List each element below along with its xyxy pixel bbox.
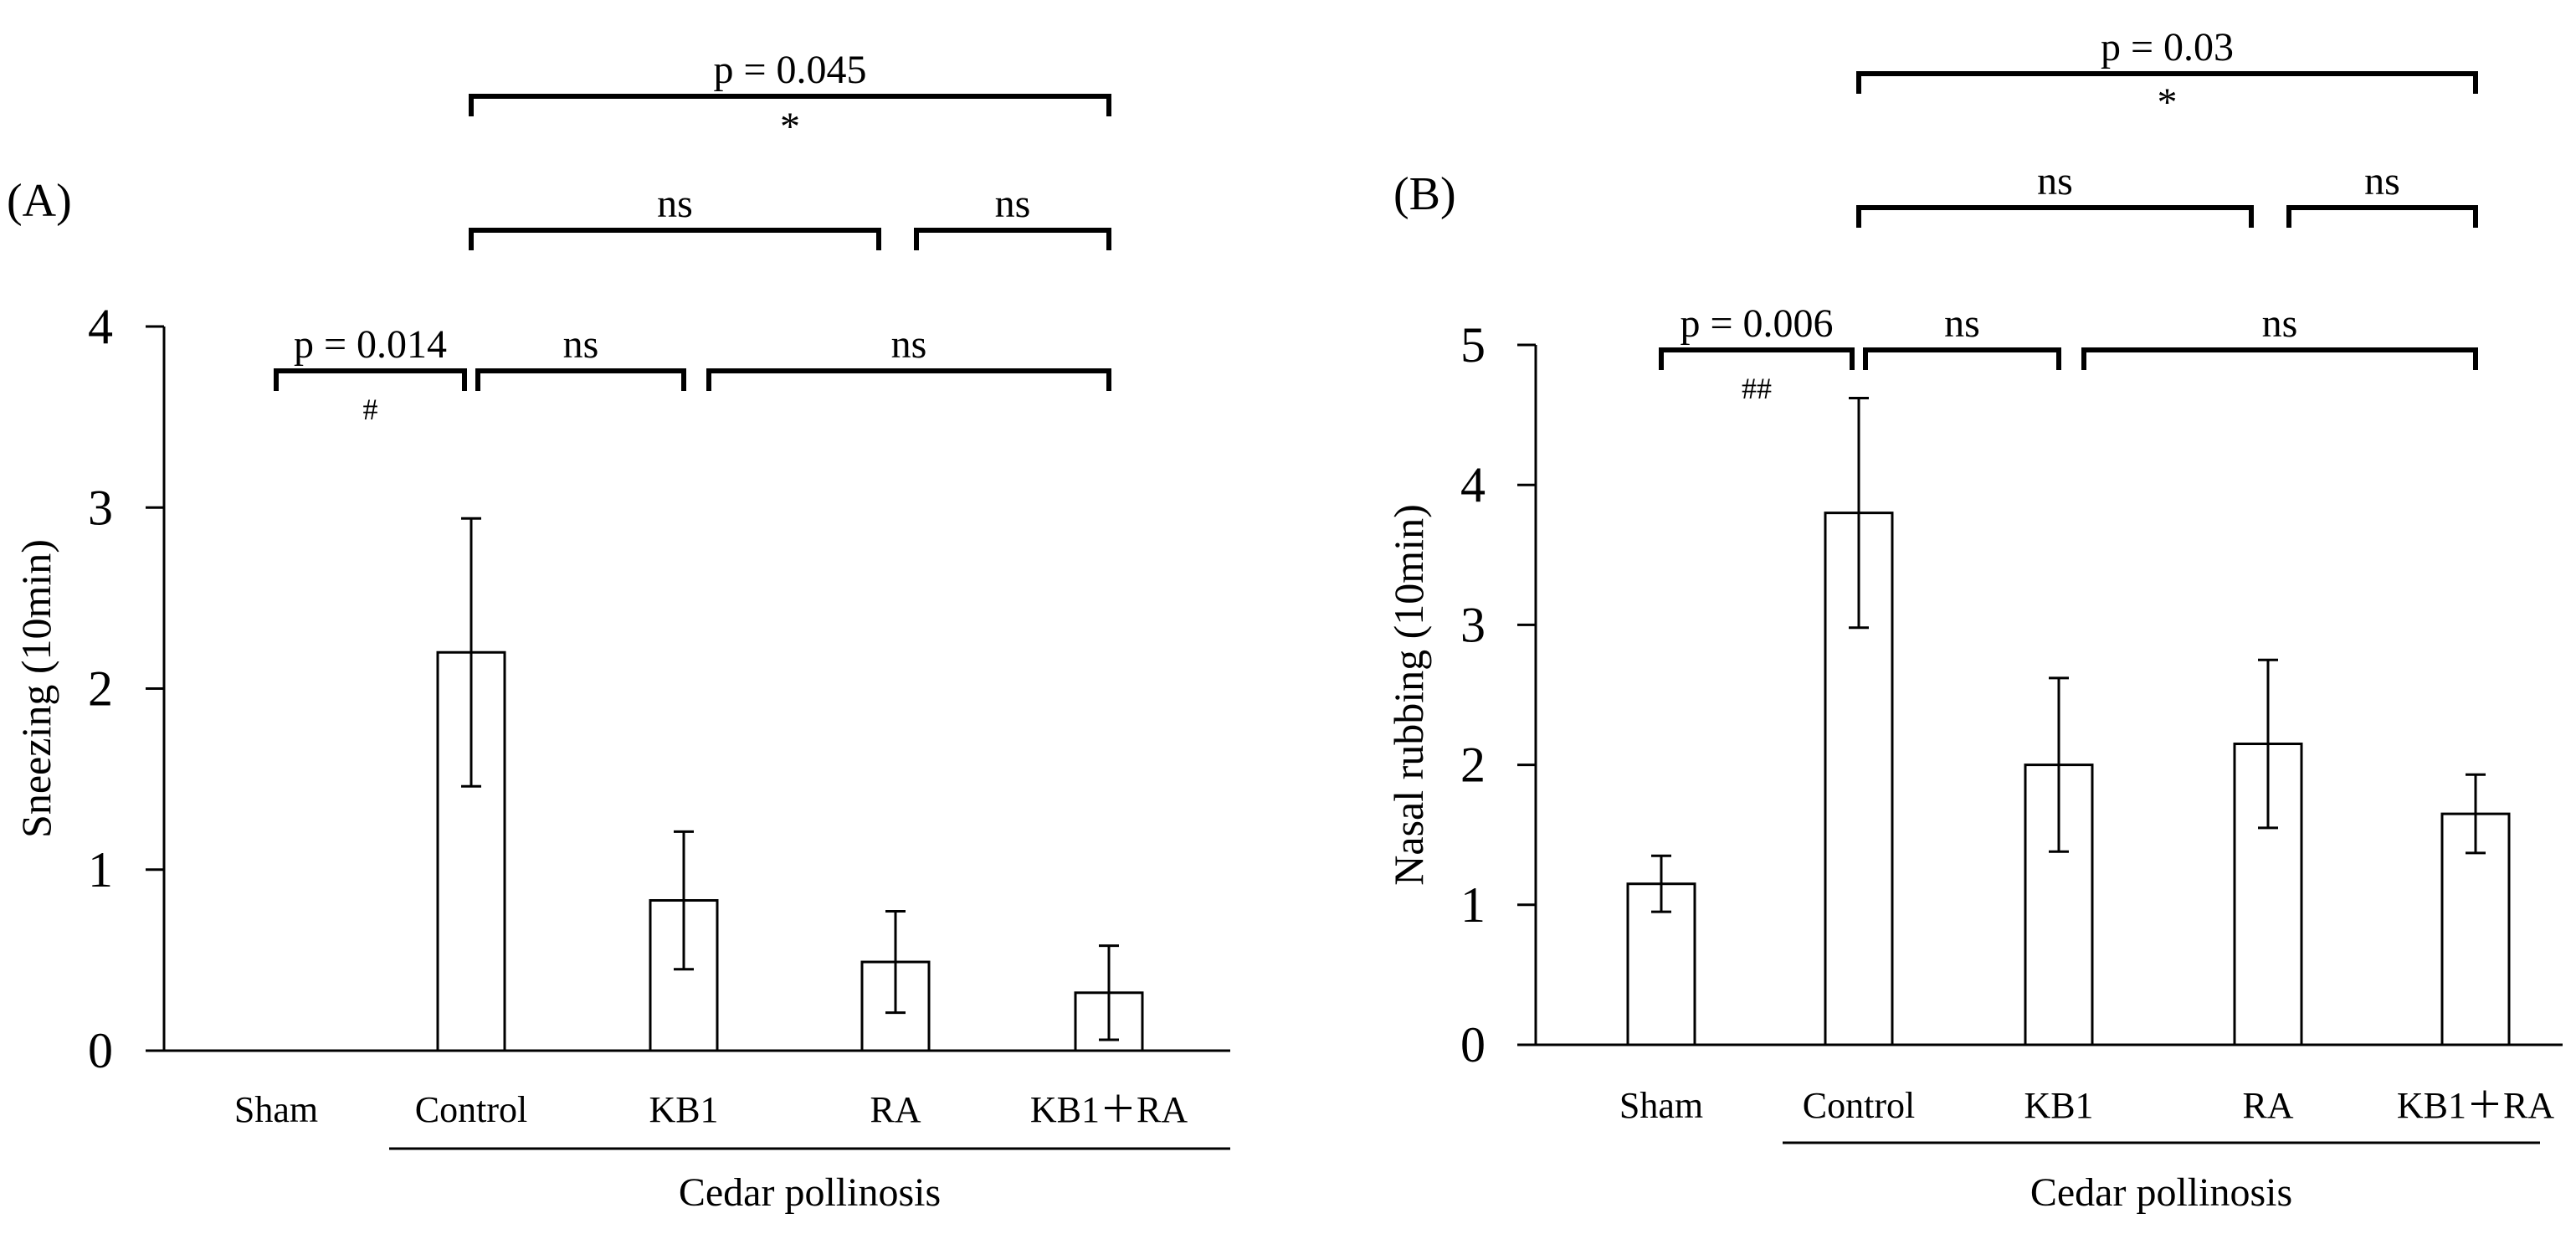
x-tick-label: RA [870, 1089, 921, 1130]
significance-bracket [1856, 205, 2254, 228]
significance-bracket [1659, 347, 1855, 370]
x-tick-label: KB1＋RA [2397, 1085, 2554, 1126]
significance-bracket [2081, 347, 2478, 370]
x-tick-label: KB1＋RA [1030, 1089, 1188, 1130]
y-tick-label: 0 [88, 1023, 113, 1078]
x-tick-label: Sham [1619, 1085, 1703, 1126]
y-tick-label: 3 [88, 480, 113, 535]
y-tick-label: 4 [88, 299, 113, 354]
y-tick-label: 0 [1460, 1017, 1486, 1072]
y-axis-title: Sneezing (10min) [13, 539, 59, 838]
significance-marker: * [780, 105, 800, 149]
significance-bracket [469, 228, 881, 250]
x-tick-label: KB1 [2024, 1085, 2093, 1126]
significance-label: ns [563, 322, 599, 367]
significance-label: ns [2364, 159, 2400, 203]
x-tick-label: Sham [234, 1089, 318, 1130]
y-tick-label: 2 [1460, 738, 1486, 793]
y-tick-label: 1 [1460, 877, 1486, 933]
significance-label: ns [657, 182, 693, 226]
y-tick-label: 2 [88, 661, 113, 717]
panel-label: (A) [7, 175, 72, 227]
significance-marker: # [363, 393, 378, 426]
group-label: Cedar pollinosis [2030, 1170, 2292, 1215]
significance-label: ns [995, 182, 1031, 226]
y-tick-label: 4 [1460, 457, 1486, 512]
x-tick-label: RA [2242, 1085, 2293, 1126]
significance-bracket [1863, 347, 2061, 370]
significance-label: ns [2037, 159, 2073, 203]
significance-label: p = 0.014 [294, 322, 447, 367]
significance-bracket [706, 368, 1111, 391]
significance-bracket [475, 368, 686, 391]
significance-label: ns [1944, 301, 1980, 346]
panel-a: (A) 0 1 2 3 4 Sneezing (10min) Sham Control KB1 RA… [7, 48, 1230, 1215]
significance-label: p = 0.006 [1680, 301, 1833, 346]
significance-bracket [914, 228, 1111, 250]
significance-bracket [1856, 71, 2478, 94]
x-tick-label: KB1 [649, 1089, 718, 1130]
panel-b: (B) 0 1 2 3 4 5 Nasal rubbing (10min) Sham Contro… [1385, 25, 2563, 1215]
significance-label: ns [891, 322, 927, 367]
significance-bracket [2286, 205, 2478, 228]
x-tick-label: Control [415, 1089, 527, 1130]
significance-bracket [274, 368, 467, 391]
significance-label: p = 0.045 [713, 48, 866, 92]
panel-label: (B) [1393, 168, 1456, 220]
y-tick-label: 3 [1460, 597, 1486, 652]
group-label: Cedar pollinosis [679, 1170, 941, 1215]
significance-label: p = 0.03 [2101, 25, 2234, 69]
y-axis-title: Nasal rubbing (10min) [1385, 504, 1432, 885]
y-tick-label: 1 [88, 842, 113, 897]
x-tick-label: Control [1803, 1085, 1915, 1126]
significance-label: ns [2262, 301, 2298, 346]
significance-bracket [469, 94, 1111, 116]
y-tick-label: 5 [1460, 317, 1486, 373]
significance-marker: * [2158, 80, 2178, 125]
significance-marker: ## [1742, 372, 1772, 405]
